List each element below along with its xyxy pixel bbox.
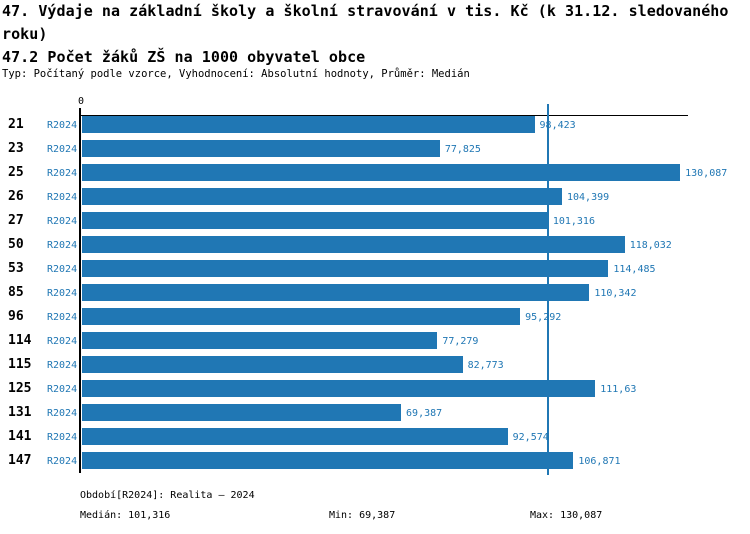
row-category-label: 26	[8, 189, 24, 204]
row-category-label: 23	[8, 141, 24, 156]
row-series-label: R2024	[47, 168, 78, 179]
bar-value-label: 106,871	[578, 456, 621, 467]
bar-value-label: 77,825	[444, 144, 481, 155]
row-series-label: R2024	[47, 240, 78, 251]
chart-title-line2: roku)	[2, 25, 48, 43]
bar	[82, 452, 574, 469]
bar-value-label: 69,387	[406, 408, 443, 419]
row-category-label: 25	[8, 165, 24, 180]
row-category-label: 85	[8, 285, 24, 300]
bar-value-label: 101,316	[552, 216, 595, 227]
row-series-label: R2024	[47, 432, 78, 443]
row-series-label: R2024	[47, 192, 78, 203]
row-category-label: 141	[8, 429, 32, 444]
bar-value-label: 82,773	[467, 360, 504, 371]
bar	[82, 356, 463, 373]
bar	[82, 188, 562, 205]
footer-median-label: Medián: 101,316	[80, 510, 171, 521]
bar	[82, 212, 548, 229]
row-category-label: 50	[8, 237, 24, 252]
row-series-label: R2024	[47, 408, 78, 419]
bar-value-label: 98,423	[539, 120, 576, 131]
y-axis-line	[79, 108, 81, 473]
row-series-label: R2024	[47, 264, 78, 275]
bar-value-label: 77,279	[442, 336, 479, 347]
bar	[82, 260, 609, 277]
x-axis-line	[80, 115, 688, 116]
bar	[82, 308, 521, 325]
row-series-label: R2024	[47, 288, 78, 299]
row-series-label: R2024	[47, 360, 78, 371]
row-series-label: R2024	[47, 120, 78, 131]
chart-meta-line: Typ: Počítaný podle vzorce, Vyhodnocení:…	[2, 68, 470, 80]
bar	[82, 332, 438, 349]
bar	[82, 116, 535, 133]
bar-value-label: 111,63	[600, 384, 637, 395]
row-series-label: R2024	[47, 216, 78, 227]
row-category-label: 125	[8, 381, 32, 396]
bar-value-label: 92,574	[512, 432, 549, 443]
bar	[82, 164, 681, 181]
x-axis-zero-tick-label: 0	[77, 96, 85, 107]
row-category-label: 27	[8, 213, 24, 228]
bar-value-label: 118,032	[629, 240, 672, 251]
row-category-label: 96	[8, 309, 24, 324]
footer-period-label: Období[R2024]: Realita – 2024	[80, 490, 255, 501]
bar	[82, 428, 508, 445]
footer-max-label: Max: 130,087	[530, 510, 603, 521]
row-series-label: R2024	[47, 144, 78, 155]
chart-title-line1: 47. Výdaje na základní školy a školní st…	[2, 2, 729, 20]
row-category-label: 114	[8, 333, 32, 348]
row-category-label: 115	[8, 357, 32, 372]
row-series-label: R2024	[47, 312, 78, 323]
bar-value-label: 110,342	[594, 288, 637, 299]
row-series-label: R2024	[47, 336, 78, 347]
row-series-label: R2024	[47, 384, 78, 395]
bar	[82, 380, 596, 397]
footer-min-label: Min: 69,387	[329, 510, 396, 521]
row-category-label: 147	[8, 453, 32, 468]
bar	[82, 236, 625, 253]
bar-value-label: 104,399	[567, 192, 610, 203]
row-category-label: 53	[8, 261, 24, 276]
bar	[82, 404, 401, 421]
row-category-label: 21	[8, 117, 24, 132]
row-category-label: 131	[8, 405, 32, 420]
bar-value-label: 114,485	[613, 264, 656, 275]
chart-subtitle: 47.2 Počet žáků ZŠ na 1000 obyvatel obce	[2, 48, 366, 66]
bar-value-label: 95,292	[525, 312, 562, 323]
bar	[82, 140, 440, 157]
bar-value-label: 130,087	[685, 168, 728, 179]
bar	[82, 284, 590, 301]
row-series-label: R2024	[47, 456, 78, 467]
